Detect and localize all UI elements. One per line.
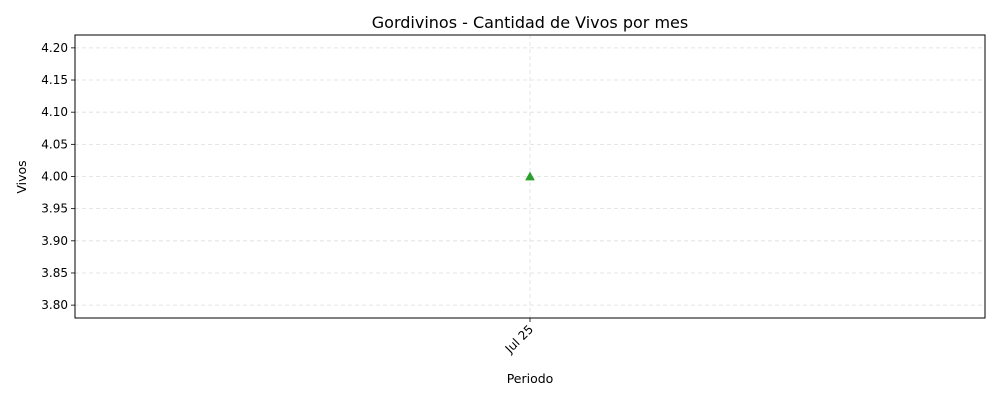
x-axis-ticks: Jul 25 <box>502 318 536 357</box>
x-tick-label: Jul 25 <box>502 322 536 356</box>
y-axis-ticks: 3.80 3.85 3.90 3.95 4.00 4.05 4.10 4.15 4.20 <box>41 41 75 312</box>
y-tick-label: 3.85 <box>41 266 68 280</box>
x-axis-label: Periodo <box>507 371 554 386</box>
y-tick-label: 3.80 <box>41 298 68 312</box>
y-axis-label: Vivos <box>14 160 29 193</box>
y-tick-label: 3.95 <box>41 202 68 216</box>
y-tick-label: 4.15 <box>41 73 68 87</box>
chart-title: Gordivinos - Cantidad de Vivos por mes <box>372 13 688 32</box>
y-tick-label: 4.05 <box>41 137 68 151</box>
y-tick-label: 4.00 <box>41 170 68 184</box>
data-point-marker <box>525 171 535 181</box>
y-tick-label: 4.20 <box>41 41 68 55</box>
y-tick-label: 4.10 <box>41 105 68 119</box>
y-tick-label: 3.90 <box>41 234 68 248</box>
data-points <box>525 171 535 181</box>
